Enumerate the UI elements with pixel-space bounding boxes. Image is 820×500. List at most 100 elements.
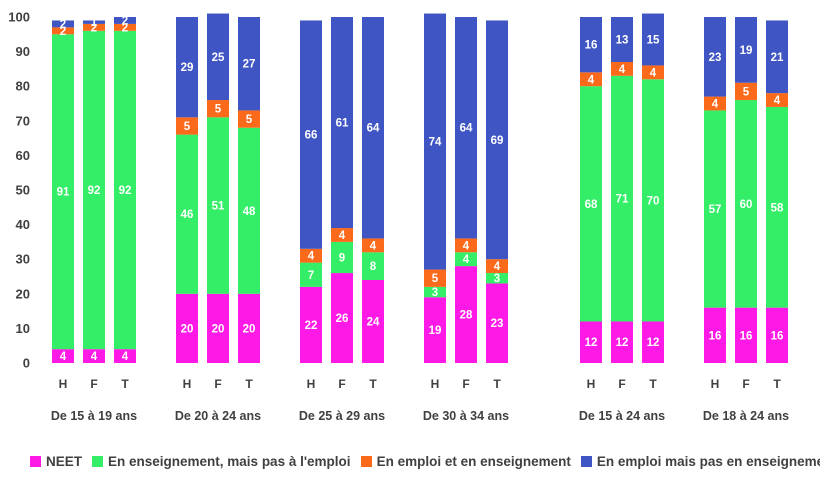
data-label-neet: 16 — [709, 330, 722, 342]
bar-segment-neet — [611, 321, 633, 363]
bar-segment-neet — [300, 286, 322, 363]
y-tick-label: 80 — [16, 79, 30, 94]
data-label-emploi: 64 — [460, 123, 473, 135]
bar-segment-enseignement — [114, 30, 136, 350]
x-category-label: F — [90, 377, 97, 391]
data-label-emploi: 21 — [771, 52, 784, 64]
bar-segment-neet — [766, 307, 788, 363]
x-category-label: H — [59, 377, 68, 391]
data-label-enseignement: 7 — [308, 270, 314, 282]
legend: NEET En enseignement, mais pas à l'emplo… — [30, 454, 820, 469]
bar-segment-emploi-et-enseignement — [704, 96, 726, 111]
bar-segment-emploi-et-enseignement — [83, 23, 105, 31]
data-label-emploi: 27 — [243, 59, 256, 71]
data-label-emploi-et-enseignement: 4 — [308, 251, 315, 263]
data-label-emploi-et-enseignement: 4 — [712, 99, 719, 111]
x-category-label: T — [369, 377, 377, 391]
data-label-emploi-et-enseignement: 5 — [215, 104, 222, 116]
data-label-neet: 20 — [212, 323, 225, 335]
data-label-neet: 28 — [460, 310, 473, 322]
bar-segment-enseignement — [735, 100, 757, 308]
legend-item-emploi-et-enseignement: En emploi et en enseignement — [360, 454, 571, 469]
data-label-emploi: 29 — [181, 62, 194, 74]
x-category-label: F — [214, 377, 221, 391]
bar-segment-neet — [331, 273, 353, 363]
bar-segment-emploi — [424, 13, 446, 270]
bar-segment-emploi-et-enseignement — [238, 110, 260, 128]
x-category-label: F — [462, 377, 469, 391]
bar-segment-neet — [207, 293, 229, 363]
data-label-neet: 20 — [181, 323, 194, 335]
y-tick-label: 0 — [23, 356, 30, 371]
bar-segment-emploi-et-enseignement — [735, 82, 757, 101]
bar-segment-enseignement — [83, 30, 105, 350]
legend-swatch-emploi — [580, 456, 592, 467]
data-label-emploi: 23 — [709, 52, 722, 64]
bar-segment-neet — [642, 321, 664, 363]
bar-segment-enseignement — [580, 86, 602, 322]
y-axis: 0 10 20 30 40 50 60 70 80 90 100 — [8, 10, 30, 371]
x-category-label: F — [338, 377, 345, 391]
data-label-emploi-et-enseignement: 2 — [91, 22, 97, 34]
data-label-emploi-et-enseignement: 4 — [650, 67, 657, 79]
x-category-label: T — [493, 377, 501, 391]
bar-segment-emploi — [766, 20, 788, 94]
bar-segment-emploi-et-enseignement — [362, 238, 384, 253]
data-label-emploi-et-enseignement: 4 — [774, 95, 781, 107]
data-label-neet: 24 — [367, 316, 380, 328]
bar-segment-enseignement — [207, 117, 229, 294]
bar-segment-neet — [486, 283, 508, 363]
x-axis: H F T De 15 à 19 ans H F T De 20 à 24 ans H F T De … — [51, 377, 789, 423]
x-category-label: H — [711, 377, 720, 391]
data-label-enseignement: 60 — [740, 199, 753, 211]
bar-segment-neet — [114, 349, 136, 363]
data-label-enseignement: 68 — [585, 199, 598, 211]
bar-segment-emploi-et-enseignement — [176, 117, 198, 135]
bar-segment-emploi — [704, 17, 726, 97]
bar-segment-emploi — [238, 17, 260, 111]
bar-segment-emploi — [580, 17, 602, 73]
y-tick-label: 20 — [16, 286, 30, 301]
bar-segment-emploi-et-enseignement — [300, 248, 322, 263]
y-tick-label: 70 — [16, 113, 30, 128]
bar-segment-emploi-et-enseignement — [580, 72, 602, 87]
x-group-label: De 25 à 29 ans — [299, 409, 385, 423]
bar-segment-enseignement — [362, 252, 384, 280]
data-label-enseignement: 9 — [339, 252, 345, 264]
legend-label-emploi-et-enseignement: En emploi et en enseignement — [376, 454, 571, 469]
bar-segment-emploi — [331, 17, 353, 229]
data-label-emploi-et-enseignement: 4 — [588, 74, 595, 86]
bar-segment-neet — [176, 293, 198, 363]
bar-segment-enseignement — [238, 127, 260, 294]
data-label-emploi-et-enseignement: 4 — [494, 261, 501, 273]
x-group-label: De 20 à 24 ans — [175, 409, 261, 423]
data-label-emploi: 13 — [616, 34, 629, 46]
data-label-neet: 4 — [91, 351, 98, 363]
x-category-label: F — [618, 377, 625, 391]
data-label-emploi: 1 — [91, 17, 98, 29]
bar-segment-emploi — [300, 20, 322, 249]
data-label-emploi: 19 — [740, 45, 753, 57]
bar-segment-emploi-et-enseignement — [424, 269, 446, 287]
bar-segment-emploi — [455, 17, 477, 239]
bar-segment-emploi — [83, 20, 105, 24]
data-label-emploi-et-enseignement: 5 — [184, 121, 191, 133]
data-label-enseignement: 51 — [212, 201, 225, 213]
bar-segment-emploi — [642, 13, 664, 66]
bar-segment-neet — [424, 297, 446, 363]
bar-segment-enseignement — [300, 262, 322, 287]
x-category-label: T — [649, 377, 657, 391]
bar-segment-emploi — [52, 20, 74, 28]
bar-segment-enseignement — [486, 273, 508, 284]
x-category-label: T — [121, 377, 129, 391]
data-label-neet: 19 — [429, 325, 442, 337]
x-category-label: F — [742, 377, 749, 391]
data-label-emploi: 2 — [122, 15, 128, 27]
legend-item-neet: NEET — [30, 454, 82, 469]
bar-segment-emploi-et-enseignement — [486, 259, 508, 274]
data-label-enseignement: 3 — [494, 273, 500, 285]
data-label-enseignement: 46 — [181, 209, 194, 221]
bar-segment-neet — [362, 279, 384, 363]
bar-segment-emploi — [362, 17, 384, 239]
